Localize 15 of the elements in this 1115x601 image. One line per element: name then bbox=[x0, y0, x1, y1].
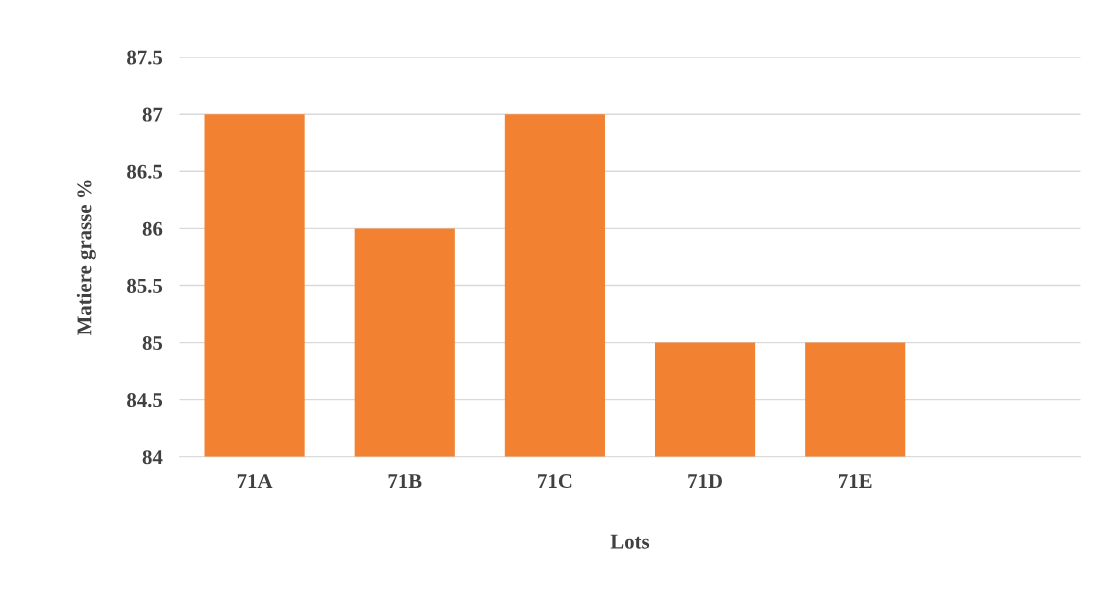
y-tick-label: 86.5 bbox=[127, 164, 163, 179]
y-tick-label: 85 bbox=[142, 335, 163, 350]
x-tick-label: 71D bbox=[688, 474, 722, 488]
y-tick-label: 87.5 bbox=[127, 50, 163, 65]
x-tick-label: 71A bbox=[237, 474, 273, 488]
y-tick-label: 84.5 bbox=[127, 393, 163, 408]
y-tick-label: 85.5 bbox=[127, 278, 163, 293]
x-tick-label: 71E bbox=[839, 474, 872, 488]
y-tick-label: 86 bbox=[142, 221, 163, 236]
y-tick-label: 87 bbox=[142, 107, 163, 122]
x-tick-label: 71B bbox=[388, 474, 422, 488]
y-tick-label: 84 bbox=[142, 450, 163, 465]
x-tick-label: 71C bbox=[538, 474, 572, 489]
y-axis-title: Matiere grasse % bbox=[76, 180, 96, 336]
x-axis-title: Lots bbox=[610, 534, 650, 549]
